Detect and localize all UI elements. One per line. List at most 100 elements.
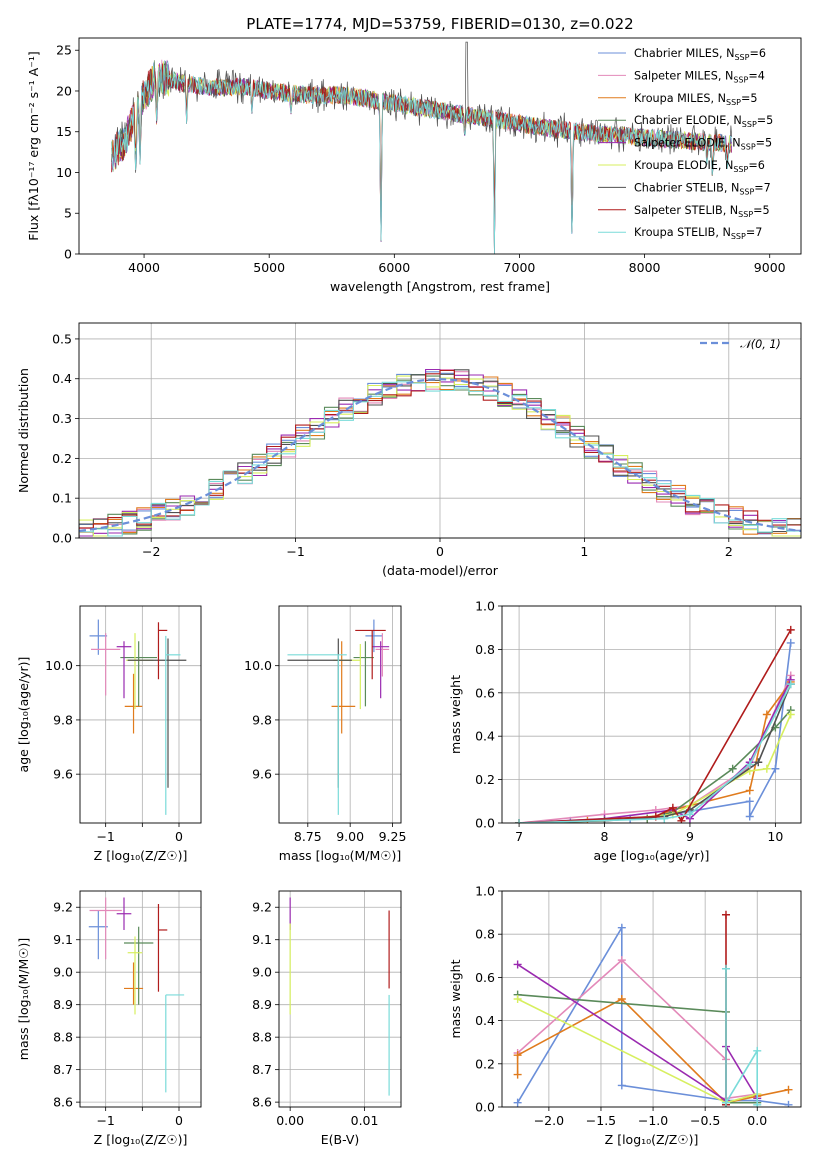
legend-nssp-value: 4 bbox=[758, 69, 765, 82]
series-line bbox=[517, 963, 758, 1102]
plot-area bbox=[89, 619, 187, 815]
plot-frame bbox=[78, 37, 802, 255]
legend-nssp-sub: SSP bbox=[738, 210, 753, 219]
data-point-marker bbox=[728, 764, 737, 773]
x-tick-label: 8 bbox=[601, 829, 609, 844]
y-tick-label: 9.6 bbox=[53, 767, 73, 782]
y-tick-label: 9.2 bbox=[252, 900, 272, 915]
chart-age-vs-mass: 8.75 9.00 9.25 9.6 9.8 10.0 mass [log₁₀(M/M☉)] bbox=[244, 605, 407, 863]
legend-entry: Kroupa ELODIE, NSSP=6 bbox=[634, 159, 765, 174]
y-tick-label: 0.4 bbox=[475, 1013, 495, 1028]
x-axis-label: (data-model)/error bbox=[382, 563, 499, 578]
y-tick-label: 9.0 bbox=[53, 965, 73, 980]
y-tick-label: 0.8 bbox=[475, 642, 495, 657]
data-point-marker bbox=[745, 786, 754, 795]
data-point-marker bbox=[721, 910, 730, 919]
legend-nssp-sub: SSP bbox=[739, 187, 754, 196]
x-tick-label: −1 bbox=[96, 1113, 114, 1128]
x-tick-label: 9 bbox=[686, 829, 694, 844]
x-tick-label: 0.0 bbox=[747, 1113, 767, 1128]
y-tick-label: 0.6 bbox=[475, 970, 495, 985]
y-tick-label: 25 bbox=[56, 43, 72, 58]
data-point-marker bbox=[660, 814, 669, 823]
plot-frame bbox=[79, 605, 202, 824]
plot-area bbox=[287, 619, 390, 815]
data-point-marker bbox=[786, 625, 795, 634]
legend-series-name: Kroupa MILES bbox=[634, 92, 711, 105]
x-tick-label: −1.0 bbox=[638, 1113, 668, 1128]
data-point-marker bbox=[762, 764, 771, 773]
x-tick-label: 9000 bbox=[754, 260, 786, 275]
legend-nssp-prefix: , N bbox=[723, 204, 738, 217]
data-point-marker bbox=[617, 956, 626, 965]
legend-equals: = bbox=[756, 137, 765, 150]
legend-entry: Kroupa STELIB, NSSP=7 bbox=[634, 226, 762, 241]
data-point-marker bbox=[754, 758, 763, 767]
x-tick-label: −2.0 bbox=[534, 1113, 564, 1128]
data-point-marker bbox=[685, 810, 694, 819]
legend-nssp-prefix: , N bbox=[724, 181, 739, 194]
legend-equals: = bbox=[753, 204, 762, 217]
y-tick-label: 0 bbox=[64, 247, 72, 262]
figure-title: PLATE=1774, MJD=53759, FIBERID=0130, z=0… bbox=[246, 15, 633, 33]
x-tick-label: 0.00 bbox=[276, 1113, 304, 1128]
legend-nssp-value: 7 bbox=[764, 181, 771, 194]
y-tick-label: 10.0 bbox=[244, 658, 272, 673]
y-tick-label: 0.3 bbox=[52, 411, 72, 426]
y-tick-label: 8.9 bbox=[53, 997, 73, 1012]
x-tick-label: 9.00 bbox=[336, 829, 364, 844]
data-point-marker bbox=[771, 764, 780, 773]
legend-equals: = bbox=[748, 159, 757, 172]
series-line bbox=[517, 959, 758, 1100]
chart-massweight-vs-Z: −2.0 −1.5 −1.0 −0.5 0.0 0.0 0.2 0.4 0.6 0.8 1.0 Z [… bbox=[448, 884, 802, 1147]
legend-nssp-sub: SSP bbox=[726, 98, 741, 107]
x-tick-label: −1 bbox=[286, 544, 304, 559]
chart-spectrum: 4000 5000 6000 7000 8000 9000 0 5 10 15 20 25 wavele… bbox=[26, 37, 802, 294]
y-tick-label: 9.8 bbox=[252, 712, 272, 727]
y-axis-label: age [log₁₀(age/yr)] bbox=[16, 657, 31, 773]
legend-entry: Chabrier ELODIE, NSSP=5 bbox=[634, 114, 773, 129]
x-tick-label: 4000 bbox=[128, 260, 160, 275]
data-point-marker bbox=[786, 680, 795, 689]
legend-series-name: Chabrier MILES bbox=[634, 47, 719, 60]
data-point-marker bbox=[745, 760, 754, 769]
y-axis-label: Flux [fλ10⁻¹⁷ erg cm⁻² s⁻¹ A⁻¹] bbox=[26, 51, 41, 240]
y-axis-label: mass weight bbox=[448, 675, 463, 754]
chart-mass-vs-EBV: 0.00 0.01 8.6 8.7 8.8 8.9 9.0 9.1 9.2 E(B-V) bbox=[252, 890, 402, 1147]
data-point-marker bbox=[617, 1081, 626, 1090]
y-tick-label: 9.1 bbox=[252, 932, 272, 947]
legend-nssp-sub: SSP bbox=[733, 165, 748, 174]
legend-nssp-prefix: , N bbox=[719, 47, 734, 60]
x-tick-label: 7000 bbox=[504, 260, 536, 275]
y-tick-label: 9.2 bbox=[53, 900, 73, 915]
normal-curve bbox=[79, 378, 801, 533]
chart-residuals: −2 −1 0 1 2 0.0 0.1 0.2 0.3 0.4 0.5 (data-model)/er… bbox=[16, 322, 802, 578]
y-tick-label: 8.6 bbox=[53, 1095, 73, 1110]
data-point-marker bbox=[513, 960, 522, 969]
y-tick-label: 5 bbox=[64, 206, 72, 221]
legend-nssp-prefix: , N bbox=[726, 114, 741, 127]
y-tick-label: 0.0 bbox=[475, 816, 495, 831]
data-point-marker bbox=[515, 819, 524, 823]
x-axis-label: mass [log₁₀(M/M☉)] bbox=[279, 848, 401, 863]
legend-entry: Kroupa MILES, NSSP=5 bbox=[634, 92, 757, 107]
data-point-marker bbox=[745, 797, 754, 806]
legend-series-name: Salpeter MILES bbox=[634, 69, 718, 82]
y-tick-label: 0.6 bbox=[475, 685, 495, 700]
x-axis-label: E(B-V) bbox=[321, 1132, 360, 1147]
x-axis-label: age [log₁₀(age/yr)] bbox=[594, 848, 710, 863]
x-tick-label: 9.25 bbox=[379, 829, 407, 844]
x-tick-label: −1 bbox=[96, 829, 114, 844]
x-tick-label: 2 bbox=[725, 544, 733, 559]
x-tick-label: 10 bbox=[767, 829, 783, 844]
y-tick-label: 10.0 bbox=[45, 658, 73, 673]
legend: 𝒩(0, 1) bbox=[700, 338, 781, 351]
legend-nssp-value: 5 bbox=[750, 92, 757, 105]
x-tick-label: 0.01 bbox=[351, 1113, 379, 1128]
chart-mass-vs-Z: −1 0 8.6 8.7 8.8 8.9 9.0 9.1 9.2 Z [log₁₀(Z/Z☉)] m… bbox=[16, 890, 202, 1147]
data-point-marker bbox=[668, 803, 677, 812]
data-point-marker bbox=[513, 995, 522, 1003]
legend-series-name: Chabrier ELODIE bbox=[634, 114, 726, 127]
legend-nssp-value: 6 bbox=[758, 159, 765, 172]
plot-frame bbox=[501, 605, 802, 824]
